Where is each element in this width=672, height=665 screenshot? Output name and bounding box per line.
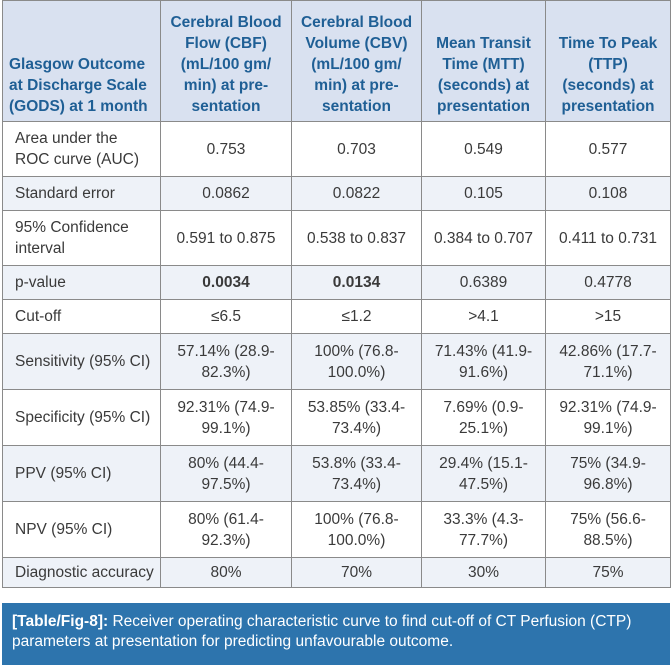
caption-text: Receiver operating characteristic curve …	[12, 613, 632, 650]
row-label: PPV (95% CI)	[2, 445, 161, 502]
cell-mtt: 71.43% (41.9-91.6%)	[421, 333, 546, 390]
caption-tag: [Table/Fig-8]:	[12, 613, 109, 630]
roc-results-table: Glasgow Outcome at Discharge Scale (GODS…	[2, 0, 671, 588]
results-table-container: Glasgow Outcome at Discharge Scale (GODS…	[2, 0, 671, 588]
header-mtt: Mean Transit Time (MTT) (seconds) at pre…	[421, 0, 546, 122]
cell-cbf: 0.0034	[160, 265, 292, 300]
row-label: Sensitivity (95% CI)	[2, 333, 161, 390]
cell-ttp: 92.31% (74.9-99.1%)	[545, 389, 671, 446]
header-cbf: Cerebral Blood Flow (CBF) (mL/100 gm/ mi…	[160, 0, 292, 122]
cell-ttp: 75% (56.6-88.5%)	[545, 501, 671, 558]
row-label: NPV (95% CI)	[2, 501, 161, 558]
cell-ttp: 0.411 to 0.731	[545, 210, 671, 266]
table-row: PPV (95% CI) 80% (44.4-97.5%) 53.8% (33.…	[2, 445, 671, 502]
cell-mtt: 29.4% (15.1-47.5%)	[421, 445, 546, 502]
row-label: Cut-off	[2, 299, 161, 334]
cell-cbf: 80%	[160, 557, 292, 588]
table-row: NPV (95% CI) 80% (61.4-92.3%) 100% (76.8…	[2, 501, 671, 558]
cell-mtt: 0.105	[421, 176, 546, 211]
table-row: Sensitivity (95% CI) 57.14% (28.9-82.3%)…	[2, 333, 671, 390]
cell-cbv: ≤1.2	[291, 299, 422, 334]
cell-cbv: 0.703	[291, 121, 422, 177]
table-row: Diagnostic accuracy 80% 70% 30% 75%	[2, 557, 671, 588]
row-label: 95% Confidence interval	[2, 210, 161, 266]
table-row: Cut-off ≤6.5 ≤1.2 >4.1 >15	[2, 299, 671, 334]
row-label: Area under the ROC curve (AUC)	[2, 121, 161, 177]
row-label: Specificity (95% CI)	[2, 389, 161, 446]
cell-mtt: 0.549	[421, 121, 546, 177]
table-row: Standard error 0.0862 0.0822 0.105 0.108	[2, 176, 671, 211]
cell-cbv: 70%	[291, 557, 422, 588]
table-header-row: Glasgow Outcome at Discharge Scale (GODS…	[2, 0, 671, 122]
cell-cbf: 57.14% (28.9-82.3%)	[160, 333, 292, 390]
table-row: Specificity (95% CI) 92.31% (74.9-99.1%)…	[2, 389, 671, 446]
cell-cbv: 100% (76.8-100.0%)	[291, 333, 422, 390]
cell-cbf: 0.0862	[160, 176, 292, 211]
header-cbv: Cerebral Blood Volume (CBV) (mL/100 gm/ …	[291, 0, 422, 122]
table-row: Area under the ROC curve (AUC) 0.753 0.7…	[2, 121, 671, 177]
cell-ttp: 0.577	[545, 121, 671, 177]
row-label: Standard error	[2, 176, 161, 211]
cell-cbv: 53.85% (33.4-73.4%)	[291, 389, 422, 446]
cell-cbf: 0.591 to 0.875	[160, 210, 292, 266]
cell-mtt: 30%	[421, 557, 546, 588]
row-label: Diagnostic accuracy	[2, 557, 161, 588]
cell-mtt: 33.3% (4.3-77.7%)	[421, 501, 546, 558]
cell-cbv: 0.0822	[291, 176, 422, 211]
header-ttp: Time To Peak (TTP) (seconds) at presenta…	[545, 0, 671, 122]
table-row: 95% Confidence interval 0.591 to 0.875 0…	[2, 210, 671, 266]
header-gods: Glasgow Outcome at Discharge Scale (GODS…	[2, 0, 161, 122]
cell-ttp: 0.108	[545, 176, 671, 211]
cell-cbf: 80% (61.4-92.3%)	[160, 501, 292, 558]
cell-ttp: 0.4778	[545, 265, 671, 300]
cell-cbf: ≤6.5	[160, 299, 292, 334]
cell-ttp: 75%	[545, 557, 671, 588]
cell-ttp: 42.86% (17.7-71.1%)	[545, 333, 671, 390]
figure-caption: [Table/Fig-8]: Receiver operating charac…	[2, 603, 670, 665]
cell-cbv: 0.0134	[291, 265, 422, 300]
cell-ttp: 75% (34.9-96.8%)	[545, 445, 671, 502]
cell-mtt: 0.6389	[421, 265, 546, 300]
cell-cbf: 92.31% (74.9-99.1%)	[160, 389, 292, 446]
cell-cbv: 100% (76.8-100.0%)	[291, 501, 422, 558]
cell-cbf: 80% (44.4-97.5%)	[160, 445, 292, 502]
cell-mtt: 0.384 to 0.707	[421, 210, 546, 266]
row-label: p-value	[2, 265, 161, 300]
cell-mtt: >4.1	[421, 299, 546, 334]
cell-mtt: 7.69% (0.9-25.1%)	[421, 389, 546, 446]
cell-cbv: 53.8% (33.4-73.4%)	[291, 445, 422, 502]
cell-ttp: >15	[545, 299, 671, 334]
table-row: p-value 0.0034 0.0134 0.6389 0.4778	[2, 265, 671, 300]
cell-cbf: 0.753	[160, 121, 292, 177]
cell-cbv: 0.538 to 0.837	[291, 210, 422, 266]
